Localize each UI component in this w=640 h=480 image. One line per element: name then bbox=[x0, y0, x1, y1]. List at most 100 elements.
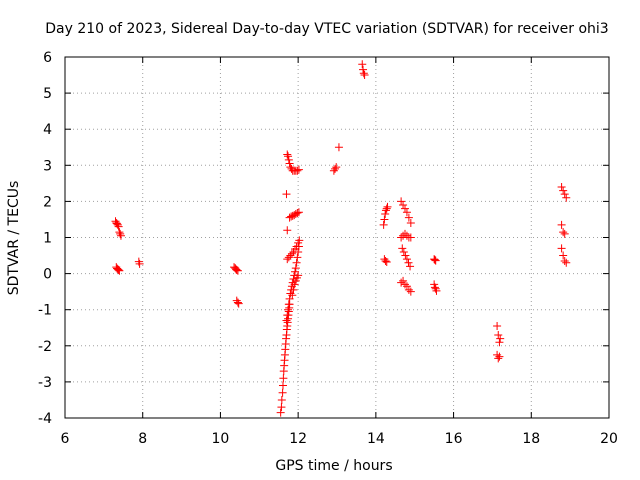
data-point bbox=[431, 284, 440, 293]
data-point bbox=[560, 256, 569, 265]
y-tick-label: -2 bbox=[38, 339, 52, 355]
data-point bbox=[134, 257, 143, 266]
x-tick-label: 18 bbox=[522, 431, 540, 447]
data-point bbox=[233, 266, 242, 275]
data-point bbox=[430, 255, 439, 264]
data-point bbox=[294, 165, 303, 174]
data-point bbox=[331, 164, 340, 173]
data-point bbox=[557, 220, 566, 229]
data-point bbox=[283, 311, 292, 320]
grid bbox=[65, 57, 609, 418]
y-tick-label: 4 bbox=[43, 122, 52, 138]
series-group bbox=[398, 244, 415, 271]
data-point bbox=[401, 204, 409, 213]
data-point bbox=[291, 264, 300, 273]
data-point bbox=[380, 215, 389, 224]
data-point bbox=[283, 150, 292, 159]
y-tick-label: 5 bbox=[43, 86, 52, 102]
data-point bbox=[402, 208, 411, 217]
data-point bbox=[135, 259, 144, 268]
x-tick-label: 8 bbox=[138, 431, 147, 447]
data-point bbox=[289, 285, 298, 294]
data-point bbox=[399, 276, 408, 285]
data-point bbox=[559, 186, 568, 195]
series-group bbox=[329, 163, 341, 175]
data-point bbox=[557, 244, 566, 253]
series-group bbox=[493, 350, 504, 363]
data-point bbox=[397, 197, 406, 206]
data-point bbox=[560, 229, 569, 238]
data-point bbox=[293, 208, 302, 217]
data-point bbox=[562, 193, 571, 202]
x-tick-label: 10 bbox=[212, 431, 230, 447]
data-point bbox=[494, 354, 503, 363]
data-point bbox=[559, 251, 568, 260]
data-point bbox=[557, 182, 566, 191]
plot-frame bbox=[64, 56, 610, 419]
data-point bbox=[290, 280, 299, 289]
data-point bbox=[381, 256, 390, 265]
data-point bbox=[406, 262, 415, 271]
data-point bbox=[495, 352, 504, 361]
y-tick-label: 1 bbox=[43, 231, 52, 247]
data-point bbox=[231, 265, 240, 274]
data-point bbox=[381, 206, 390, 215]
data-point bbox=[432, 286, 441, 295]
data-point bbox=[332, 163, 341, 172]
data-point bbox=[334, 143, 343, 152]
data-point bbox=[560, 190, 569, 199]
data-point bbox=[382, 204, 391, 213]
data-point bbox=[401, 229, 409, 238]
series-group bbox=[232, 296, 243, 308]
data-point bbox=[381, 210, 390, 219]
data-point bbox=[398, 244, 407, 253]
y-tick-label: 0 bbox=[43, 267, 52, 283]
data-point bbox=[399, 247, 408, 256]
data-point bbox=[116, 231, 125, 240]
series-group bbox=[430, 280, 441, 295]
data-point bbox=[494, 330, 503, 339]
data-point bbox=[359, 69, 368, 78]
data-point bbox=[404, 258, 413, 267]
series-group bbox=[282, 242, 303, 325]
data-point bbox=[295, 236, 304, 245]
data-point bbox=[282, 190, 291, 199]
series-group bbox=[112, 263, 124, 275]
series-group bbox=[283, 150, 303, 175]
data-point bbox=[430, 283, 439, 292]
data-point bbox=[360, 71, 369, 80]
data-point bbox=[277, 403, 286, 412]
series-group bbox=[397, 276, 415, 296]
data-point bbox=[284, 152, 293, 161]
series-group bbox=[380, 255, 391, 267]
series-group bbox=[557, 244, 571, 267]
y-tick-label: -3 bbox=[38, 375, 52, 391]
data-point bbox=[404, 213, 413, 222]
data-point bbox=[115, 228, 124, 237]
data-point bbox=[402, 282, 411, 291]
y-tick-labels: -4 -3 -2 -1 0 1 2 3 4 5 6 bbox=[38, 50, 52, 427]
x-tick-label: 6 bbox=[61, 431, 70, 447]
chart-title: Day 210 of 2023, Sidereal Day-to-day VTE… bbox=[45, 21, 608, 37]
data-point bbox=[399, 201, 408, 210]
data-point bbox=[288, 291, 297, 300]
data-point bbox=[402, 231, 411, 240]
data-point bbox=[294, 208, 303, 217]
series-group bbox=[134, 257, 144, 268]
series-group bbox=[379, 202, 392, 229]
data-point bbox=[406, 287, 415, 296]
x-tick-label: 16 bbox=[445, 431, 463, 447]
data-point bbox=[406, 233, 415, 242]
data-point bbox=[279, 374, 288, 383]
data-point bbox=[292, 242, 301, 251]
data-point bbox=[402, 255, 411, 264]
y-tick-label: 3 bbox=[43, 158, 52, 174]
data-point bbox=[284, 305, 293, 314]
y-tick-label: 6 bbox=[43, 50, 52, 66]
data-points bbox=[111, 60, 571, 417]
series-group bbox=[334, 143, 343, 152]
data-point bbox=[559, 228, 568, 237]
data-point bbox=[278, 388, 287, 397]
series-group bbox=[557, 220, 569, 238]
